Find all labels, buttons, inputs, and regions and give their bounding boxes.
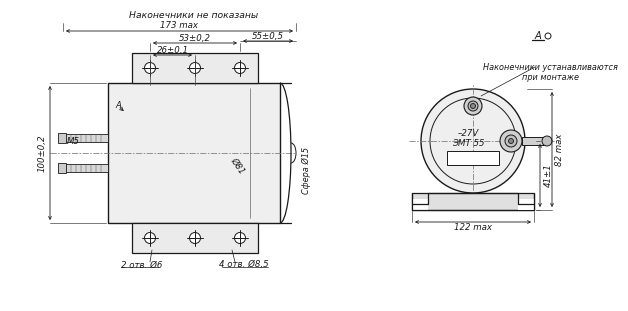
Text: A: A	[534, 31, 541, 41]
Circle shape	[144, 63, 156, 73]
Text: 122 max: 122 max	[454, 224, 492, 233]
Circle shape	[505, 135, 517, 147]
Bar	[522, 137, 547, 145]
Bar	[447, 151, 499, 165]
Text: 53±0,2: 53±0,2	[179, 34, 211, 43]
Text: 4 отв. Ø8,5: 4 отв. Ø8,5	[219, 261, 269, 270]
Bar	[132, 223, 258, 253]
Circle shape	[509, 138, 514, 143]
Circle shape	[234, 63, 246, 73]
Circle shape	[144, 233, 156, 244]
Text: 82 max: 82 max	[556, 133, 565, 166]
Text: Ø81: Ø81	[229, 156, 247, 176]
Bar	[58, 133, 66, 143]
Circle shape	[421, 89, 525, 193]
Text: 55±0,5: 55±0,5	[252, 31, 284, 40]
Text: Сфера Ø15: Сфера Ø15	[301, 147, 311, 194]
Circle shape	[542, 136, 552, 146]
Circle shape	[190, 63, 200, 73]
Circle shape	[464, 97, 482, 115]
Circle shape	[500, 130, 522, 152]
Circle shape	[190, 233, 200, 244]
Bar	[64, 134, 108, 142]
Text: Наконечники не показаны: Наконечники не показаны	[129, 11, 259, 20]
Bar	[58, 163, 66, 173]
Bar	[412, 199, 428, 210]
Text: 41±1: 41±1	[543, 164, 553, 187]
Bar	[108, 83, 280, 223]
Text: –27V: –27V	[457, 128, 479, 137]
Circle shape	[468, 101, 478, 111]
Bar	[412, 193, 534, 210]
Text: Наконечники устанавливаются
при монтаже: Наконечники устанавливаются при монтаже	[482, 63, 617, 82]
Text: 100±0,2: 100±0,2	[38, 134, 46, 172]
Text: 173 max: 173 max	[161, 21, 198, 30]
Text: 26±0,1: 26±0,1	[156, 45, 188, 54]
Bar	[64, 164, 108, 172]
Text: 2 отв. Ø6: 2 отв. Ø6	[121, 261, 163, 270]
Bar	[132, 53, 258, 83]
Circle shape	[234, 233, 246, 244]
Circle shape	[470, 104, 475, 109]
Text: M5: M5	[67, 137, 80, 146]
Text: ЭМТ 55: ЭМТ 55	[452, 138, 484, 147]
Text: A: A	[115, 100, 121, 109]
Bar	[518, 199, 534, 210]
